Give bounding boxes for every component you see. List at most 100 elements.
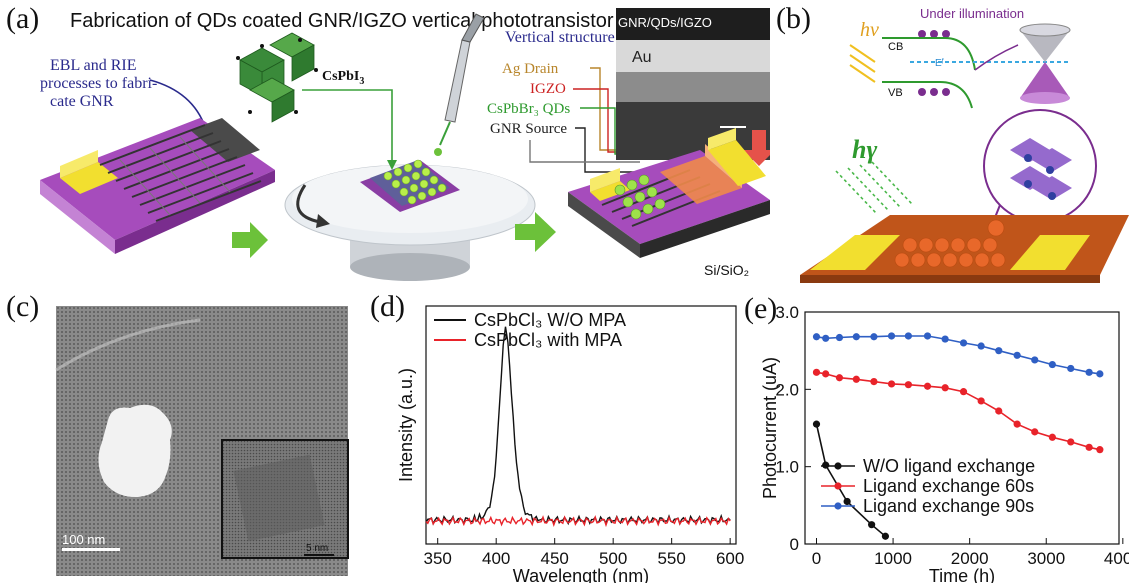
data-point-s2 [1085, 443, 1093, 451]
x-tick-label: 3000 [1027, 549, 1065, 568]
x-axis-label: Wavelength (nm) [513, 566, 649, 583]
panel-d-label: (d) [370, 290, 405, 323]
panel-c: (c) 100 nm 5 nm [0, 290, 370, 583]
sem-label: GNR/QDs/IGZO [618, 15, 712, 30]
arrow-step-2 [515, 212, 556, 252]
data-point-s3 [904, 332, 912, 340]
cspbi3-pointer [302, 89, 393, 165]
x-tick-label: 2000 [951, 549, 989, 568]
layer-gnr-source: GNR Source [490, 121, 567, 137]
data-point-s1 [822, 461, 830, 469]
series-line-2 [425, 515, 731, 528]
data-point-s3 [870, 333, 878, 341]
panel-a: (a) Fabrication of QDs coated GNR/IGZO v… [0, 0, 770, 285]
scale-main-label: 100 nm [62, 532, 105, 547]
panel-b: (b) Under illumination hν CB VB Eᶠ hγ [770, 0, 1129, 285]
series-line-2 [816, 371, 1101, 451]
hv-label: hν [860, 19, 879, 41]
panel-b-illustration: Under illumination hν CB VB Eᶠ hγ [800, 6, 1129, 283]
data-point-s2 [870, 378, 878, 386]
data-point-s3 [1067, 364, 1075, 373]
series-line-1 [425, 326, 731, 526]
drain-electrode [708, 140, 766, 186]
data-point-s3 [959, 339, 968, 347]
lattice-zoom [983, 109, 1097, 223]
data-point-s2 [995, 407, 1003, 415]
legend-label-2: Ligand exchange 60s [863, 476, 1034, 496]
ebl-text-line1: EBL and RIE [50, 57, 137, 74]
data-point-s3 [835, 333, 844, 342]
x-tick-label: 0 [812, 549, 821, 568]
x-tick-label: 450 [540, 549, 568, 568]
data-point-s2 [852, 375, 860, 383]
under-illumination-label: Under illumination [920, 6, 1024, 21]
legend-marker-2 [834, 482, 842, 490]
data-point-s2 [1067, 438, 1075, 446]
x-tick-label: 350 [424, 549, 452, 568]
data-point-s3 [822, 334, 830, 342]
band-diagram [882, 37, 976, 109]
x-axis-label: Time (h) [929, 566, 995, 583]
legend-label-1: W/O ligand exchange [863, 456, 1035, 476]
vertical-structure-label: Vertical structure [505, 29, 615, 46]
y-axis-label: Intensity (a.u.) [396, 368, 416, 482]
data-point-s3 [1096, 370, 1104, 378]
data-point-s3 [1085, 368, 1093, 376]
data-point-s2 [959, 388, 968, 396]
legend-label-3: Ligand exchange 90s [863, 496, 1034, 516]
layer-igzo: IGZO [530, 81, 566, 97]
data-point-s1 [812, 420, 821, 428]
data-point-s2 [1013, 420, 1021, 428]
perovskite-crystal [239, 32, 315, 123]
qd-electrode-left [810, 235, 900, 270]
tem-bright-region [98, 404, 172, 498]
data-point-s2 [812, 368, 821, 376]
data-point-s2 [1048, 433, 1056, 441]
sem-image [616, 8, 770, 160]
panel-b-label: (b) [776, 2, 811, 35]
panel-a-label: (a) [6, 2, 40, 35]
chart-d: 350 400 450 500 550 600 Wavelength (nm) Intensi… [396, 305, 744, 583]
layer-ag-drain: Ag Drain [502, 61, 559, 77]
data-point-s2 [822, 370, 830, 378]
panel-e-label: (e) [744, 292, 778, 325]
left-electrode-1 [60, 162, 118, 194]
scale-inset-label: 5 nm [306, 543, 328, 554]
x-tick-label: 600 [716, 549, 744, 568]
data-point-s2 [887, 380, 896, 388]
data-point-s2 [923, 382, 932, 390]
x-tick-label: 400 [482, 549, 510, 568]
data-point-s3 [941, 335, 949, 343]
data-point-s1 [868, 521, 876, 529]
data-point-s3 [1048, 360, 1056, 369]
ebl-text-line2: processes to fabri- [40, 75, 157, 92]
data-point-s2 [904, 381, 912, 389]
data-point-s2 [1031, 428, 1039, 436]
data-point-s2 [977, 397, 985, 405]
y-tick-label: 1.0 [775, 458, 799, 477]
series-line-3 [816, 335, 1101, 375]
data-point-s3 [977, 342, 985, 350]
x-tick-label: 1000 [874, 549, 912, 568]
data-point-s2 [941, 384, 949, 392]
data-point-s3 [1031, 356, 1039, 364]
legend-label-1: CsPbCl₃ W/O MPA [474, 310, 626, 330]
plot-frame [425, 305, 737, 545]
data-point-s3 [887, 332, 896, 340]
data-point-s2 [1096, 446, 1104, 454]
panel-c-label: (c) [6, 290, 40, 323]
electron-dots [918, 30, 950, 38]
ebl-text-line3: cate GNR [50, 93, 114, 110]
legend-label-2: CsPbCl₃ with MPA [474, 330, 622, 350]
panel-a-illustration: EBL and RIE processes to fabri- cate GNR [40, 8, 770, 281]
ef-label: Eᶠ [935, 58, 945, 69]
left-electrode-2 [190, 118, 260, 162]
data-point-s3 [923, 332, 932, 340]
qd-electrode-right [1010, 235, 1090, 270]
data-point-s3 [995, 347, 1003, 355]
y-tick-label: 3.0 [775, 303, 799, 322]
igzo-block [660, 156, 742, 204]
